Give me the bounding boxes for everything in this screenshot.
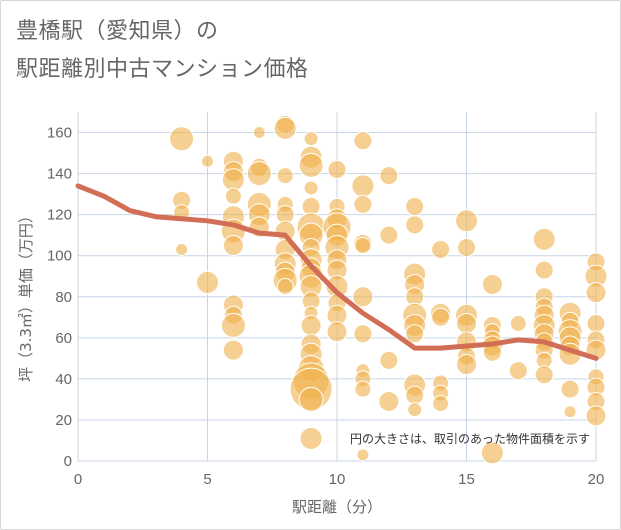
y-tick-label: 160: [47, 125, 72, 142]
chart-title-line1: 豊橋駅（愛知県）の: [16, 19, 219, 44]
data-point-bubble: [586, 313, 606, 333]
data-point-bubble: [379, 166, 399, 186]
y-tick-label: 20: [55, 412, 72, 429]
y-tick-label: 60: [55, 330, 72, 347]
data-point-bubble: [222, 234, 244, 256]
y-tick-label: 140: [47, 166, 72, 183]
data-point-bubble: [303, 180, 319, 196]
data-point-bubble: [299, 426, 323, 450]
data-point-bubble: [508, 361, 528, 381]
y-axis-label: 坪（3.3㎡）単価（万円）: [17, 208, 35, 382]
data-point-bubble: [353, 324, 373, 344]
data-point-bubble: [563, 405, 577, 419]
data-point-bubble: [532, 227, 556, 251]
data-point-bubble: [378, 390, 400, 412]
chart-annotation: 円の大きさは、取引のあった物件面積を示す: [350, 431, 590, 446]
data-point-bubble: [405, 324, 425, 344]
data-point-bubble: [222, 339, 244, 361]
data-point-bubble: [379, 225, 399, 245]
data-point-bubble: [353, 194, 373, 214]
data-point-bubble: [224, 187, 242, 205]
data-point-bubble: [585, 282, 607, 304]
data-point-bubble: [327, 159, 347, 179]
data-point-bubble: [405, 215, 425, 235]
y-tick-label: 0: [64, 453, 72, 470]
data-point-bubble: [480, 441, 504, 465]
data-point-bubble: [252, 126, 266, 140]
data-point-bubble: [560, 379, 580, 399]
data-point-bubble: [405, 385, 425, 405]
data-point-bubble: [246, 161, 272, 187]
data-point-bubble: [585, 405, 607, 427]
trend-line-group: [75, 183, 599, 361]
bubbles: [169, 114, 608, 465]
data-point-bubble: [175, 243, 189, 257]
data-point-bubble: [356, 448, 370, 462]
data-point-bubble: [431, 240, 451, 260]
data-point-bubble: [326, 321, 348, 343]
y-tick-label: 100: [47, 248, 72, 265]
data-point-bubble: [353, 131, 373, 151]
tick-labels: 0 5 10 15 20 0 20 40 60 80 100 120 140 160: [47, 125, 604, 488]
data-point-bubble: [407, 402, 423, 418]
data-point-bubble: [221, 168, 245, 192]
data-point-bubble: [276, 278, 294, 295]
data-point-bubble: [352, 286, 374, 308]
data-point-bubble: [300, 315, 322, 337]
data-point-bubble: [456, 354, 477, 376]
data-point-bubble: [509, 314, 527, 332]
data-point-bubble: [273, 116, 297, 140]
data-point-bubble: [298, 152, 324, 178]
data-point-bubble: [276, 167, 294, 185]
x-tick-label: 15: [458, 471, 475, 488]
data-point-bubble: [432, 395, 450, 413]
data-point-bubble: [169, 126, 195, 152]
data-point-bubble: [431, 307, 451, 327]
trend-line: [75, 183, 599, 361]
chart-title-line2: 駅距離別中古マンション価格: [16, 57, 309, 82]
x-tick-label: 20: [588, 471, 605, 488]
data-point-bubble: [456, 312, 477, 334]
data-point-bubble: [534, 260, 554, 280]
data-point-bubble: [534, 365, 554, 385]
data-point-bubble: [303, 131, 319, 147]
data-point-bubble: [457, 237, 476, 257]
data-point-bubble: [455, 209, 478, 233]
y-tick-label: 120: [47, 207, 72, 224]
data-point-bubble: [354, 236, 372, 254]
data-point-bubble: [351, 174, 375, 198]
x-tick-label: 10: [329, 471, 346, 488]
data-point-bubble: [201, 154, 214, 168]
data-point-bubble: [196, 270, 219, 294]
data-point-bubble: [379, 350, 399, 370]
x-tick-label: 5: [203, 471, 211, 488]
data-point-bubble: [481, 273, 503, 295]
x-axis-label: 駅距離（分）: [292, 498, 382, 516]
y-tick-label: 40: [55, 371, 72, 388]
data-point-bubble: [220, 313, 246, 339]
data-point-bubble: [354, 380, 372, 398]
data-point-bubble: [405, 196, 425, 216]
x-tick-label: 0: [74, 471, 82, 488]
data-point-bubble: [298, 386, 324, 412]
y-tick-label: 80: [55, 289, 72, 306]
